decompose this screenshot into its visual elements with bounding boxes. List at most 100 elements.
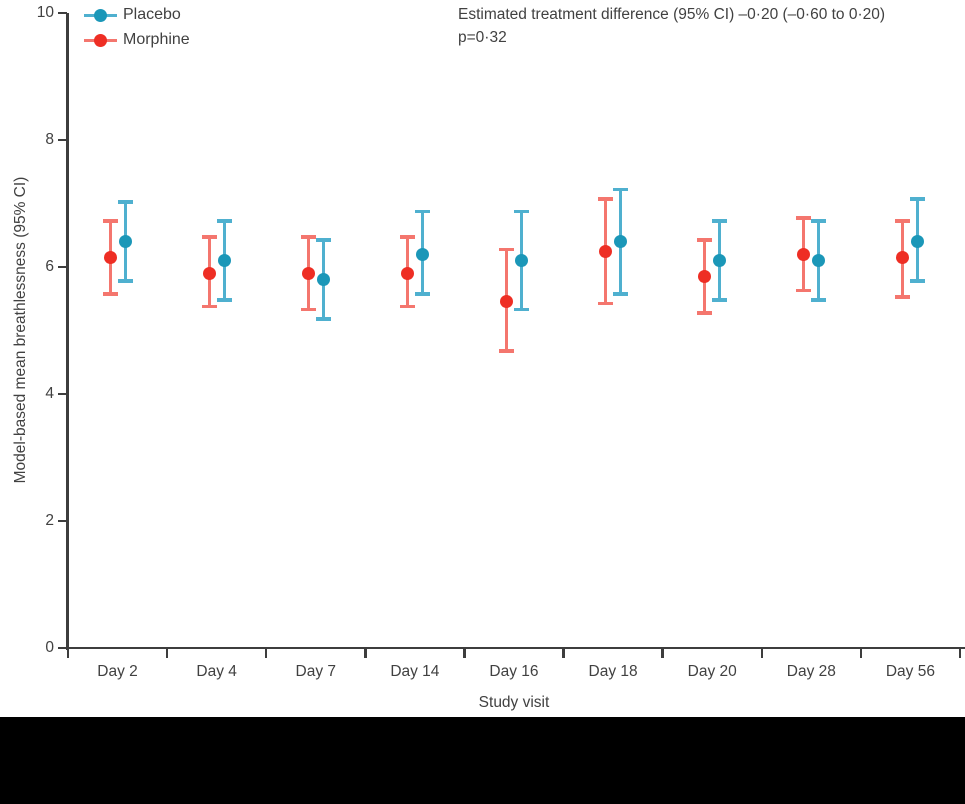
error-bar-placebo <box>514 209 529 312</box>
error-bar-cap-top <box>300 235 316 239</box>
error-bar-cap-top <box>399 235 415 239</box>
error-bar-placebo <box>910 197 926 283</box>
y-tick-label: 8 <box>45 131 54 148</box>
x-tick <box>165 649 169 658</box>
x-tick <box>859 649 863 658</box>
legend-marker-dot <box>94 9 107 22</box>
x-tick <box>264 649 268 658</box>
error-bar-cap-bottom <box>315 317 331 321</box>
error-bar-placebo <box>712 219 728 302</box>
data-point-dot <box>797 247 811 261</box>
data-point-dot <box>118 235 132 249</box>
error-bar-cap-top <box>811 219 827 223</box>
data-point-dot <box>316 273 330 287</box>
error-bar-morphine <box>102 219 118 296</box>
x-tick <box>364 649 367 658</box>
error-bar-placebo <box>811 219 827 302</box>
data-point-dot <box>500 295 513 309</box>
error-bar-cap-bottom <box>399 304 415 309</box>
x-tick <box>661 649 664 658</box>
bottom-black-bar <box>0 717 965 804</box>
y-tick-label: 10 <box>36 4 54 21</box>
error-bar-morphine <box>796 216 812 293</box>
error-bar-cap-top <box>598 197 614 201</box>
annotation-text: Estimated treatment difference (95% CI) … <box>458 6 886 23</box>
error-bar-cap-top <box>895 219 911 223</box>
y-axis-title: Model-based mean breathlessness (95% CI) <box>12 176 29 484</box>
x-tick-label: Day 14 <box>390 663 440 680</box>
error-bar-cap-bottom <box>598 301 614 306</box>
error-bar-cap-bottom <box>514 307 529 312</box>
error-bar-morphine <box>598 197 614 306</box>
x-tick-label: Day 18 <box>588 663 638 680</box>
error-bar-cap-top <box>117 200 133 204</box>
error-bar-cap-top <box>315 238 331 242</box>
data-point-dot <box>812 254 826 268</box>
error-bar-morphine <box>300 235 316 312</box>
data-point-dot <box>415 247 429 261</box>
error-bar-cap-bottom <box>811 298 827 302</box>
data-point-dot <box>599 244 613 258</box>
data-point-dot <box>614 235 628 249</box>
error-bar-cap-bottom <box>499 349 514 353</box>
data-point-dot <box>301 266 315 280</box>
error-bar-cap-bottom <box>613 292 629 296</box>
x-tick <box>562 649 565 658</box>
error-bar-cap-bottom <box>414 292 430 296</box>
legend-item-placebo: Placebo <box>84 3 284 28</box>
x-tick-label: Day 20 <box>687 663 737 680</box>
x-tick-label: Day 16 <box>489 663 539 680</box>
error-bar-cap-bottom <box>910 279 926 283</box>
data-point-dot <box>103 250 117 264</box>
x-tick-label: Day 7 <box>295 663 337 680</box>
data-point-dot <box>713 254 727 268</box>
error-bar-placebo <box>315 238 331 321</box>
y-tick <box>58 646 67 650</box>
error-bar-cap-top <box>201 235 217 239</box>
x-tick <box>463 649 466 658</box>
annotation-block: Estimated treatment difference (95% CI) … <box>458 3 965 49</box>
error-bar-cap-bottom <box>796 288 812 293</box>
y-tick <box>58 138 67 142</box>
y-tick-label: 6 <box>45 258 54 275</box>
error-bar-cap-top <box>514 209 529 214</box>
x-axis-line <box>66 646 965 649</box>
error-bar-cap-bottom <box>102 292 118 296</box>
legend-item-morphine: Morphine <box>84 28 284 53</box>
error-bar-cap-bottom <box>712 298 728 302</box>
error-bar-cap-bottom <box>216 298 232 302</box>
error-bar-cap-top <box>697 238 713 242</box>
error-bar-morphine <box>201 235 217 309</box>
error-bar-morphine <box>399 235 415 309</box>
legend-label: Morphine <box>123 31 190 48</box>
y-tick <box>58 11 67 15</box>
x-tick <box>958 649 962 658</box>
error-bar-cap-top <box>796 216 812 220</box>
error-bar-morphine <box>895 219 911 299</box>
legend-marker-dot <box>94 34 107 47</box>
y-axis-line <box>66 13 69 650</box>
p-value-text: p=0·32 <box>458 29 507 46</box>
error-bar-placebo <box>216 219 232 302</box>
error-bar-cap-bottom <box>117 279 133 283</box>
error-bar-placebo <box>613 187 629 296</box>
error-bar-morphine <box>697 238 713 315</box>
error-bar-cap-bottom <box>895 295 911 299</box>
data-point-dot <box>911 235 925 249</box>
y-tick <box>58 519 67 523</box>
y-tick-label: 4 <box>45 385 54 402</box>
error-bar-cap-bottom <box>697 311 713 315</box>
data-point-dot <box>896 250 910 264</box>
x-tick-label: Day 2 <box>97 663 138 680</box>
error-bar-cap-bottom <box>201 304 217 309</box>
error-bar-cap-top <box>216 219 232 223</box>
error-bar-cap-top <box>499 247 514 252</box>
error-bar-morphine <box>499 247 514 353</box>
data-point-dot <box>698 270 712 284</box>
error-bar-cap-top <box>102 219 118 223</box>
y-tick <box>58 392 67 396</box>
y-tick <box>58 265 67 269</box>
x-tick-label: Day 56 <box>885 663 935 680</box>
x-axis-title: Study visit <box>478 694 550 711</box>
